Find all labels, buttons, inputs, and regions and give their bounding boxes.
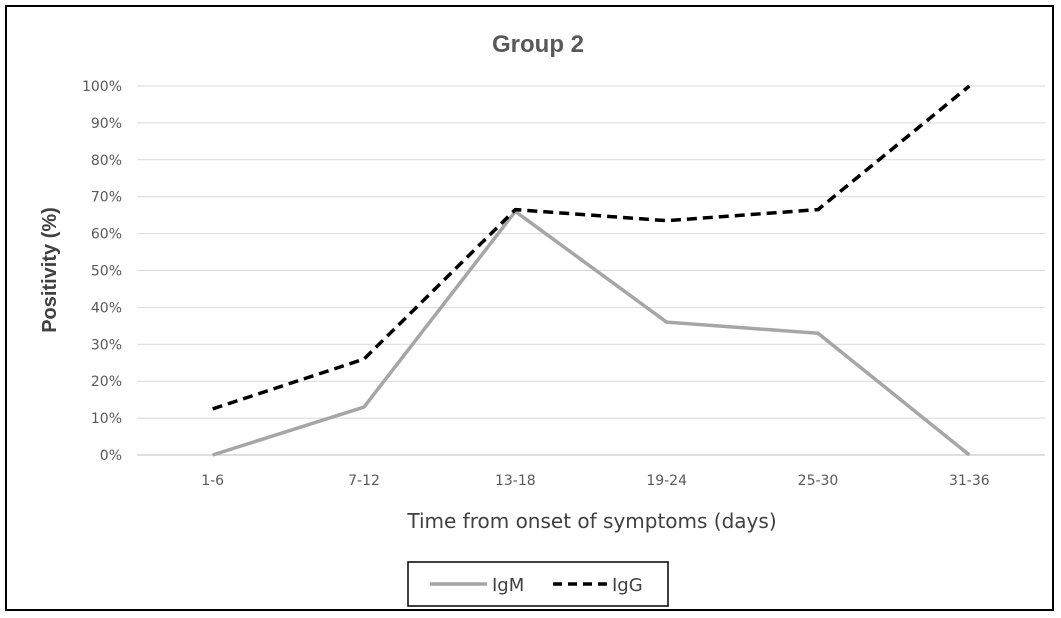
series-line-igg <box>212 84 971 411</box>
x-axis-label: Time from onset of symptoms (days) <box>406 509 776 533</box>
y-tick-label: 20% <box>91 374 122 390</box>
y-tick-label: 90% <box>91 116 122 132</box>
x-tick-labels: 1-6 7-12 13-18 19-24 25-30 31-36 <box>201 473 990 489</box>
y-tick-label: 80% <box>91 153 122 169</box>
x-tick-label: 1-6 <box>201 473 224 489</box>
chart-frame <box>5 5 1054 611</box>
legend-label-igm: IgM <box>492 575 524 596</box>
y-tick-label: 0% <box>100 448 122 464</box>
y-tick-label: 60% <box>91 227 122 243</box>
x-tick-label: 19-24 <box>646 473 687 489</box>
series-lines <box>212 84 971 457</box>
chart-title: Group 2 <box>492 31 584 58</box>
legend: IgM IgG <box>407 561 669 607</box>
series-line-igm <box>212 209 971 457</box>
x-tick-label: 7-12 <box>348 473 380 489</box>
y-axis-label: Positivity (%) <box>39 207 61 333</box>
y-tick-label: 10% <box>91 411 122 427</box>
y-tick-label: 70% <box>91 190 122 206</box>
gridlines <box>137 85 1045 456</box>
y-tick-labels: 0% 10% 20% 30% 40% 50% 60% 70% 80% 90% 100% <box>82 79 122 464</box>
y-tick-label: 50% <box>91 264 122 280</box>
y-tick-label: 100% <box>82 79 122 95</box>
x-tick-label: 25-30 <box>798 473 839 489</box>
y-tick-label: 40% <box>91 300 122 316</box>
legend-label-igg: IgG <box>612 575 643 596</box>
y-tick-label: 30% <box>91 337 122 353</box>
x-tick-label: 31-36 <box>949 473 990 489</box>
x-tick-label: 13-18 <box>495 473 536 489</box>
